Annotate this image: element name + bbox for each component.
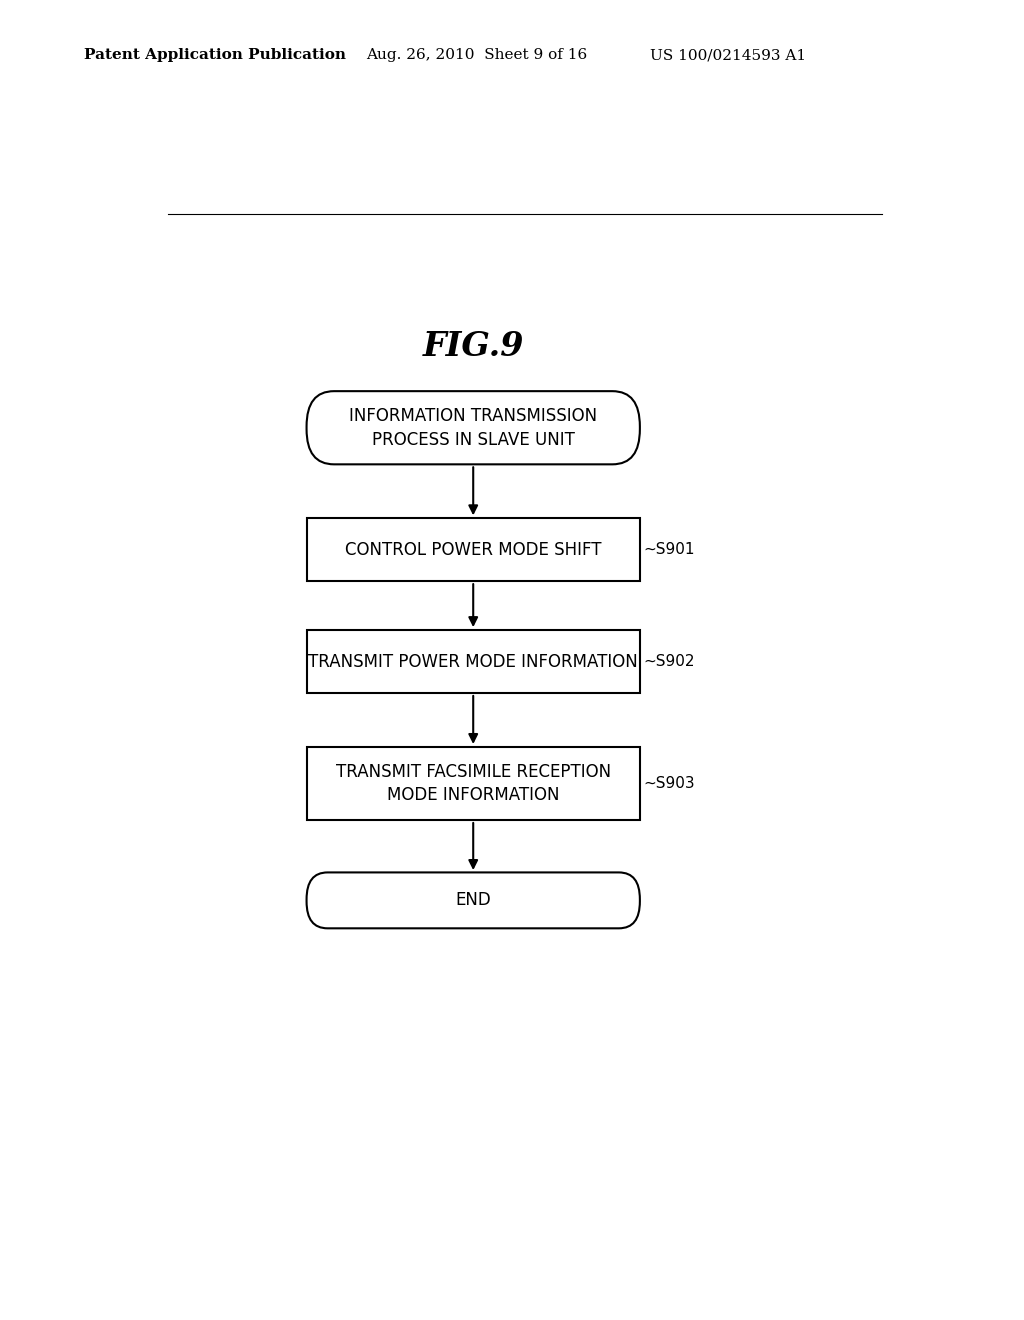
Text: US 100/0214593 A1: US 100/0214593 A1 bbox=[650, 49, 806, 62]
Text: TRANSMIT FACSIMILE RECEPTION
MODE INFORMATION: TRANSMIT FACSIMILE RECEPTION MODE INFORM… bbox=[336, 763, 610, 804]
Text: FIG.9: FIG.9 bbox=[423, 330, 524, 363]
Text: TRANSMIT POWER MODE INFORMATION: TRANSMIT POWER MODE INFORMATION bbox=[308, 652, 638, 671]
FancyBboxPatch shape bbox=[306, 391, 640, 465]
Text: ~S903: ~S903 bbox=[644, 776, 695, 791]
Text: ~S902: ~S902 bbox=[644, 653, 695, 669]
Text: END: END bbox=[456, 891, 492, 909]
FancyBboxPatch shape bbox=[306, 873, 640, 928]
Text: ~S901: ~S901 bbox=[644, 543, 695, 557]
Text: Aug. 26, 2010  Sheet 9 of 16: Aug. 26, 2010 Sheet 9 of 16 bbox=[367, 49, 588, 62]
FancyBboxPatch shape bbox=[306, 519, 640, 581]
Text: CONTROL POWER MODE SHIFT: CONTROL POWER MODE SHIFT bbox=[345, 541, 601, 558]
Text: Patent Application Publication: Patent Application Publication bbox=[84, 49, 346, 62]
Text: INFORMATION TRANSMISSION
PROCESS IN SLAVE UNIT: INFORMATION TRANSMISSION PROCESS IN SLAV… bbox=[349, 407, 597, 449]
FancyBboxPatch shape bbox=[306, 747, 640, 820]
FancyBboxPatch shape bbox=[306, 630, 640, 693]
